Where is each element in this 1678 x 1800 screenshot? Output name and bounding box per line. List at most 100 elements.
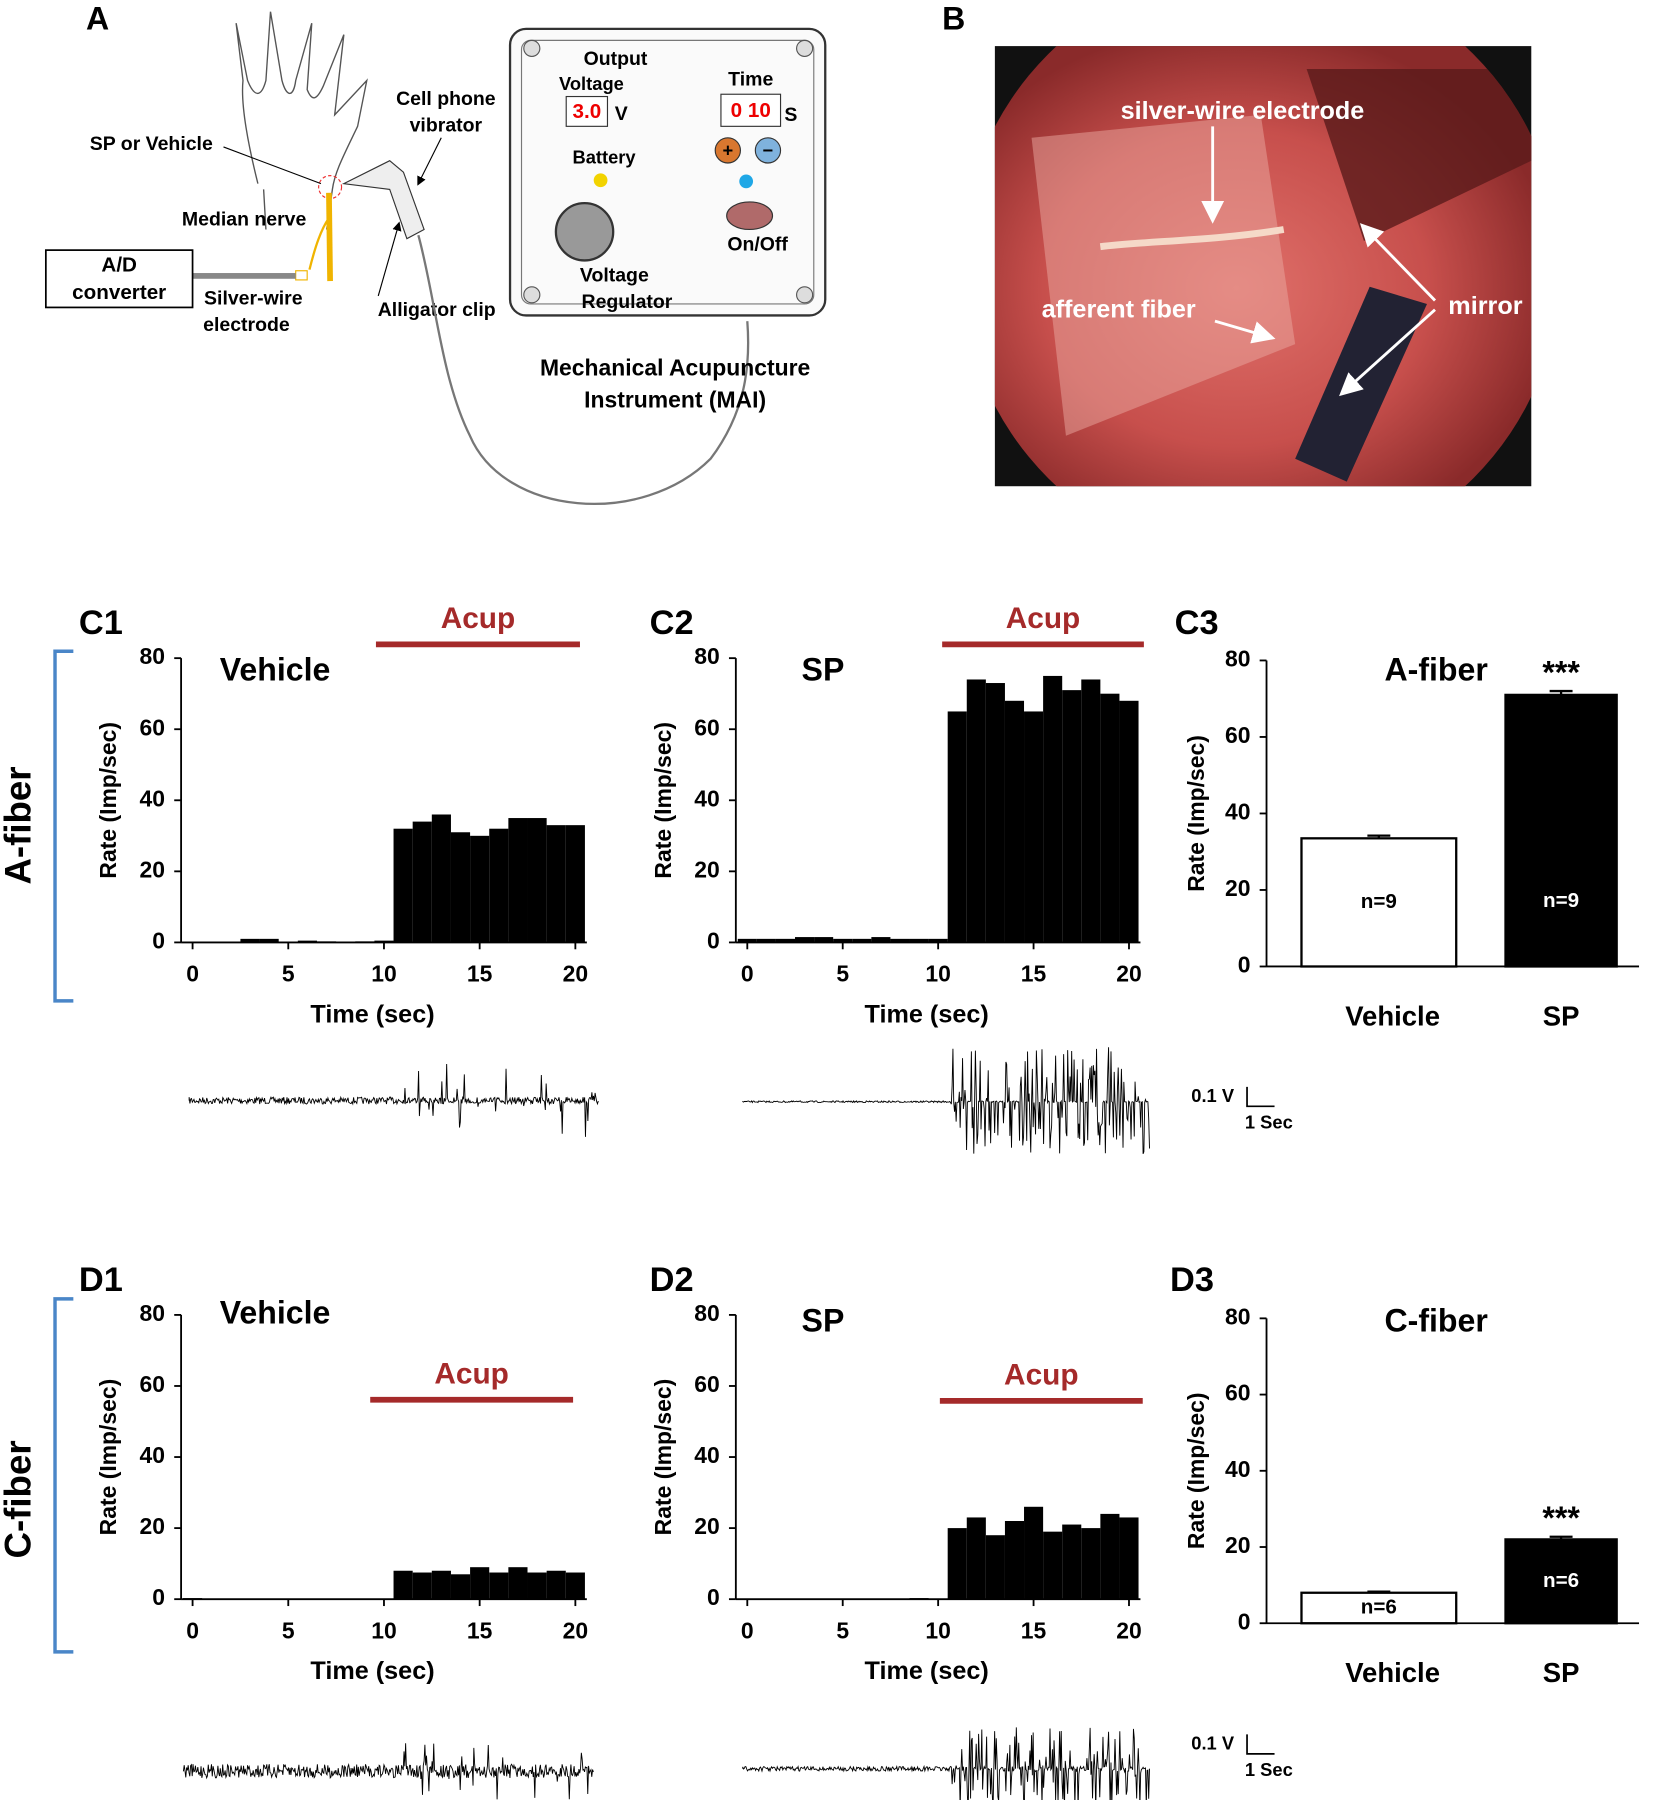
chart-title: SP	[802, 651, 845, 687]
chart-title: A-fiber	[1384, 651, 1487, 687]
screw	[796, 39, 814, 57]
y-tick-label: 0	[152, 927, 165, 953]
bar	[259, 938, 279, 943]
row-bracket	[53, 1297, 74, 1654]
bar	[1062, 1524, 1082, 1600]
bar	[1024, 1506, 1044, 1600]
bar	[1004, 1520, 1025, 1600]
x-tick-label: 10	[371, 1617, 396, 1643]
bar	[565, 825, 585, 943]
y-tick-label: 20	[1225, 875, 1250, 901]
y-tick-label: 80	[140, 1300, 165, 1326]
label: Output	[584, 48, 648, 70]
bar	[1119, 1517, 1139, 1600]
x-tick-label: 10	[371, 961, 396, 987]
y-tick-label: 0	[152, 1584, 165, 1610]
panel-label: D2	[650, 1261, 694, 1299]
y-tick-label: 60	[140, 1371, 165, 1397]
clip	[341, 160, 425, 240]
y-tick-label: 80	[1225, 645, 1250, 671]
nerve-branch	[308, 217, 330, 270]
nerve-trace	[188, 1064, 599, 1137]
nerve-trace	[182, 1743, 594, 1800]
arrow	[1359, 223, 1437, 302]
bar	[1043, 675, 1063, 943]
y-axis-label: Rate (Imp/sec)	[1183, 735, 1209, 892]
y-tick-label: 20	[694, 856, 719, 882]
panel-label: A	[86, 0, 109, 36]
significance: ***	[1542, 1500, 1580, 1536]
chart-title: C-fiber	[1384, 1302, 1487, 1338]
photo-label: afferent fiber	[1042, 296, 1196, 324]
x-tick-label: 20	[563, 1617, 588, 1643]
y-tick-label: 60	[694, 714, 719, 740]
bar	[966, 1517, 986, 1600]
y-axis-label: Rate (Imp/sec)	[650, 722, 676, 879]
y-tick-label: 60	[1225, 722, 1250, 748]
y-tick-label: 40	[140, 785, 165, 811]
bar	[470, 1567, 490, 1600]
bar	[1300, 1591, 1458, 1625]
panel-label: C1	[79, 604, 123, 642]
bar	[756, 938, 776, 943]
label: Alligator clip	[378, 299, 496, 321]
x-tick-label: Vehicle	[1345, 1000, 1440, 1031]
bar	[412, 1572, 432, 1600]
label: Instrument (MAI)	[584, 386, 766, 412]
bar	[833, 938, 853, 943]
y-tick-label: 40	[140, 1442, 165, 1468]
bar	[928, 938, 948, 943]
row-bracket	[53, 649, 74, 1003]
label: Battery	[572, 146, 636, 167]
bar	[450, 832, 471, 943]
wire	[417, 234, 750, 506]
y-tick-label: 20	[140, 856, 165, 882]
screw	[796, 286, 814, 304]
bar	[546, 1570, 566, 1600]
annotation: Acup	[441, 602, 516, 635]
bar	[508, 818, 528, 943]
y-tick-label: 0	[707, 1584, 720, 1610]
bar	[947, 711, 967, 943]
x-tick-label: 0	[741, 1617, 754, 1643]
scale-label: 1 Sec	[1245, 1759, 1293, 1780]
chart-title: SP	[802, 1302, 845, 1338]
label: Median nerve	[182, 208, 307, 230]
bar	[737, 938, 757, 943]
x-axis-label: Time (sec)	[310, 1000, 434, 1028]
annotation: Acup	[1006, 602, 1081, 635]
label: Silver-wire	[204, 288, 303, 310]
bar	[890, 938, 910, 943]
label: A/D	[101, 254, 137, 277]
label: Voltage	[580, 265, 649, 287]
y-tick-label: 40	[1225, 799, 1250, 825]
instrument-box	[508, 27, 827, 317]
y-tick-label: 60	[140, 714, 165, 740]
y-tick-label: 0	[1238, 952, 1251, 978]
bar	[450, 1574, 471, 1600]
y-tick-label: 20	[694, 1513, 719, 1539]
y-axis-label: Rate (Imp/sec)	[95, 1379, 121, 1536]
bar	[966, 679, 986, 943]
y-tick-label: 60	[1225, 1380, 1250, 1406]
label: Voltage	[559, 73, 624, 94]
bar	[527, 818, 547, 943]
tissue-shade	[1031, 114, 1296, 436]
label: electrode	[203, 314, 290, 336]
bar	[489, 828, 509, 943]
y-tick-label: 80	[694, 643, 719, 669]
panel-label: B	[942, 0, 965, 36]
bar	[1081, 679, 1101, 943]
y-tick-label: 0	[1238, 1608, 1251, 1634]
bar	[431, 814, 451, 943]
scale-bar	[1246, 1734, 1275, 1755]
x-tick-label: Vehicle	[1345, 1657, 1440, 1688]
bar	[470, 835, 490, 943]
photo-label: silver-wire electrode	[1121, 97, 1365, 125]
x-tick-label: 20	[1116, 961, 1141, 987]
bar	[431, 1570, 451, 1600]
y-tick-label: 80	[1225, 1303, 1250, 1329]
annotation: Acup	[434, 1358, 509, 1391]
label: V	[615, 103, 628, 125]
